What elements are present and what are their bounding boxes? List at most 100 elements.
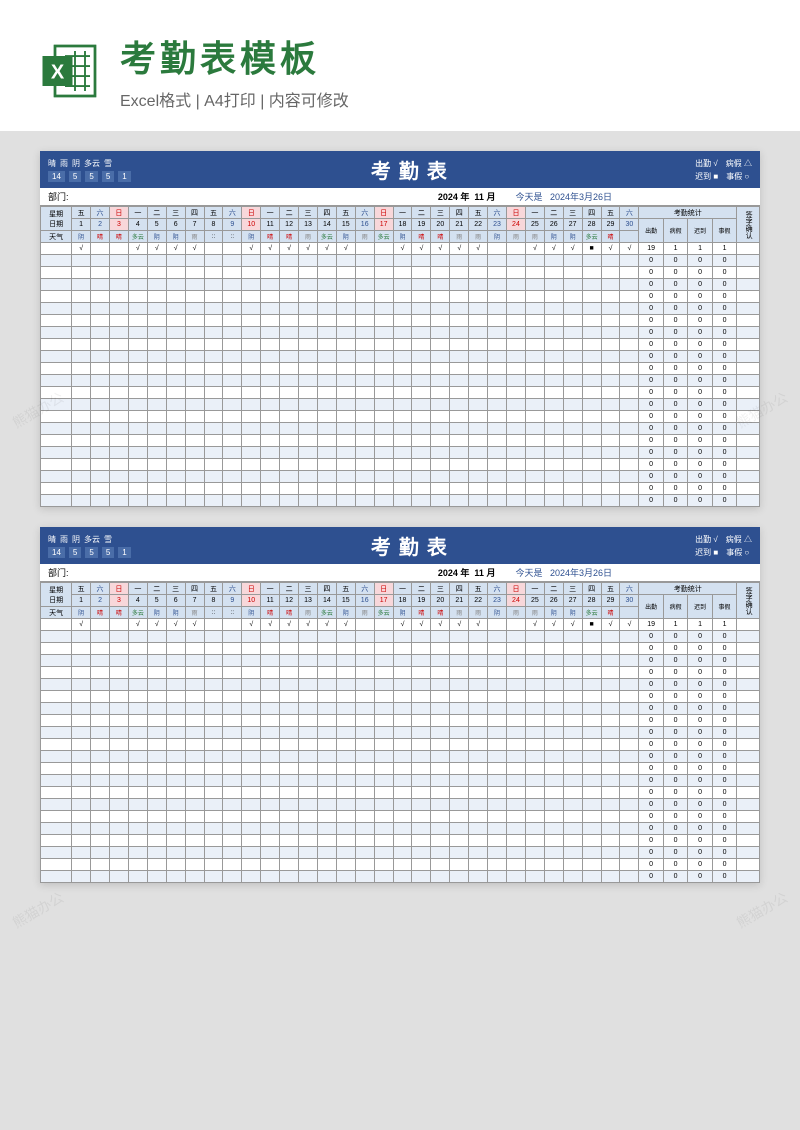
attendance-cell[interactable] <box>525 703 544 715</box>
attendance-cell[interactable] <box>488 643 507 655</box>
attendance-cell[interactable] <box>563 327 582 339</box>
attendance-cell[interactable] <box>544 691 563 703</box>
attendance-cell[interactable] <box>280 823 299 835</box>
attendance-cell[interactable] <box>393 751 412 763</box>
attendance-cell[interactable] <box>620 255 639 267</box>
attendance-cell[interactable] <box>412 787 431 799</box>
attendance-cell[interactable] <box>317 739 336 751</box>
attendance-cell[interactable] <box>620 703 639 715</box>
attendance-cell[interactable] <box>488 739 507 751</box>
attendance-cell[interactable] <box>412 631 431 643</box>
attendance-cell[interactable] <box>242 351 261 363</box>
attendance-cell[interactable] <box>412 267 431 279</box>
attendance-cell[interactable] <box>147 363 166 375</box>
attendance-cell[interactable] <box>91 727 110 739</box>
attendance-cell[interactable] <box>563 363 582 375</box>
attendance-cell[interactable] <box>525 751 544 763</box>
attendance-cell[interactable] <box>299 483 318 495</box>
attendance-cell[interactable] <box>261 823 280 835</box>
name-cell[interactable] <box>41 291 72 303</box>
attendance-cell[interactable] <box>223 243 242 255</box>
attendance-cell[interactable] <box>620 847 639 859</box>
attendance-cell[interactable]: √ <box>317 619 336 631</box>
attendance-cell[interactable] <box>355 691 374 703</box>
attendance-cell[interactable] <box>469 399 488 411</box>
name-cell[interactable] <box>41 679 72 691</box>
attendance-cell[interactable] <box>336 787 355 799</box>
attendance-cell[interactable] <box>507 835 526 847</box>
attendance-cell[interactable] <box>147 303 166 315</box>
attendance-cell[interactable] <box>317 471 336 483</box>
attendance-cell[interactable] <box>72 631 91 643</box>
attendance-cell[interactable] <box>128 339 147 351</box>
attendance-cell[interactable] <box>488 267 507 279</box>
attendance-cell[interactable] <box>355 243 374 255</box>
attendance-cell[interactable] <box>299 775 318 787</box>
attendance-cell[interactable] <box>91 255 110 267</box>
attendance-cell[interactable] <box>91 667 110 679</box>
attendance-cell[interactable] <box>544 739 563 751</box>
attendance-cell[interactable] <box>299 751 318 763</box>
attendance-cell[interactable] <box>336 751 355 763</box>
attendance-cell[interactable] <box>261 691 280 703</box>
attendance-cell[interactable]: √ <box>317 243 336 255</box>
attendance-cell[interactable] <box>412 835 431 847</box>
attendance-cell[interactable]: √ <box>72 619 91 631</box>
attendance-cell[interactable] <box>261 375 280 387</box>
attendance-cell[interactable] <box>72 727 91 739</box>
attendance-cell[interactable] <box>601 435 620 447</box>
attendance-cell[interactable] <box>280 459 299 471</box>
attendance-cell[interactable] <box>128 859 147 871</box>
attendance-cell[interactable] <box>450 363 469 375</box>
attendance-cell[interactable]: √ <box>431 619 450 631</box>
attendance-cell[interactable] <box>393 715 412 727</box>
attendance-cell[interactable] <box>488 679 507 691</box>
attendance-cell[interactable] <box>431 267 450 279</box>
attendance-cell[interactable] <box>525 679 544 691</box>
attendance-cell[interactable] <box>507 375 526 387</box>
attendance-cell[interactable] <box>525 787 544 799</box>
attendance-cell[interactable] <box>185 787 204 799</box>
name-cell[interactable] <box>41 811 72 823</box>
attendance-cell[interactable] <box>109 859 128 871</box>
attendance-cell[interactable] <box>450 787 469 799</box>
attendance-cell[interactable] <box>563 411 582 423</box>
attendance-cell[interactable] <box>469 787 488 799</box>
attendance-cell[interactable] <box>223 679 242 691</box>
attendance-cell[interactable] <box>128 847 147 859</box>
attendance-cell[interactable] <box>72 363 91 375</box>
attendance-cell[interactable] <box>525 811 544 823</box>
sign-cell[interactable] <box>737 435 760 447</box>
attendance-cell[interactable] <box>355 679 374 691</box>
name-cell[interactable] <box>41 871 72 883</box>
attendance-cell[interactable] <box>109 327 128 339</box>
attendance-cell[interactable] <box>261 267 280 279</box>
attendance-cell[interactable] <box>242 471 261 483</box>
name-cell[interactable] <box>41 339 72 351</box>
attendance-cell[interactable] <box>412 291 431 303</box>
attendance-cell[interactable] <box>166 435 185 447</box>
attendance-cell[interactable] <box>72 315 91 327</box>
attendance-cell[interactable] <box>582 727 601 739</box>
attendance-cell[interactable] <box>488 435 507 447</box>
attendance-cell[interactable] <box>299 691 318 703</box>
attendance-cell[interactable] <box>109 763 128 775</box>
attendance-cell[interactable] <box>469 267 488 279</box>
attendance-cell[interactable] <box>563 339 582 351</box>
attendance-cell[interactable] <box>431 447 450 459</box>
attendance-cell[interactable] <box>109 691 128 703</box>
attendance-cell[interactable] <box>223 847 242 859</box>
attendance-cell[interactable] <box>450 423 469 435</box>
attendance-cell[interactable]: √ <box>393 243 412 255</box>
attendance-cell[interactable] <box>469 315 488 327</box>
name-cell[interactable] <box>41 823 72 835</box>
attendance-cell[interactable] <box>72 435 91 447</box>
attendance-cell[interactable] <box>204 631 223 643</box>
attendance-cell[interactable] <box>563 679 582 691</box>
attendance-cell[interactable] <box>204 423 223 435</box>
attendance-cell[interactable] <box>450 715 469 727</box>
attendance-cell[interactable] <box>166 375 185 387</box>
attendance-cell[interactable] <box>544 387 563 399</box>
attendance-cell[interactable]: √ <box>128 243 147 255</box>
attendance-cell[interactable] <box>185 387 204 399</box>
